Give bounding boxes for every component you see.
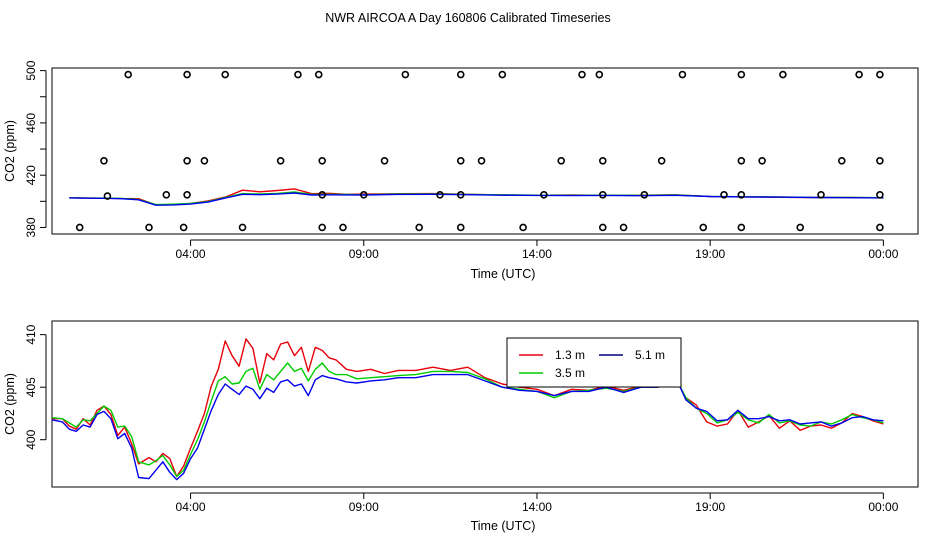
sample-point [162,190,171,199]
y-tick-label: 405 [24,377,38,397]
y-tick-label: 400 [24,429,38,449]
series-line-2 [69,192,884,206]
sample-point [796,223,805,232]
lower-panel-smoothed-levels: 04:00 09:00 14:00 19:00 00:00 Time (UTC) 400 40… [3,320,919,533]
sample-point [699,223,708,232]
x-tick-label: 19:00 [695,247,725,261]
sample-point [779,70,787,79]
sample-point [318,223,326,232]
x-tick-label: 09:00 [349,247,379,261]
x-tick-label: 09:00 [349,500,379,514]
sample-point [595,70,604,79]
sample-point [221,70,229,79]
sample-point [339,223,347,232]
x-tick-label: 14:00 [522,247,552,261]
series-line-0 [52,338,884,478]
sample-point [314,70,323,79]
y-tick-label: 500 [24,60,38,80]
x-tick-label: 00:00 [868,247,898,261]
sample-point [456,190,465,199]
sample-point [598,190,607,199]
x-tick-label: 04:00 [176,247,206,261]
sample-point [200,157,209,165]
sample-point [737,190,746,199]
y-tick-label: 460 [24,113,38,133]
y-tick-label: 410 [24,324,38,344]
sample-point [737,157,746,165]
sample-point [318,190,326,199]
sample-point [183,70,191,79]
y-axis-label: CO2 (ppm) [3,373,17,435]
x-axis-label: Time (UTC) [471,267,536,281]
sample-point [103,192,112,200]
sample-point [876,157,884,165]
sample-point [179,223,188,232]
sample-point [238,223,247,232]
sample-point [540,190,548,199]
sample-point [519,223,527,232]
legend-label: 3.5 m [555,366,585,380]
sample-point [876,223,884,232]
sample-point [436,190,444,199]
sample-point [100,157,108,165]
y-tick-label: 420 [24,165,38,185]
sample-point [498,70,507,79]
sample-point [737,70,746,79]
x-tick-label: 19:00 [695,500,725,514]
sample-point [380,157,389,165]
x-axis-label: Time (UTC) [471,519,536,533]
sample-point [477,157,486,165]
sample-point [183,157,191,165]
legend: 1.3 m 5.1 m 3.5 m [506,337,682,388]
legend-box [506,337,682,388]
sample-point [876,70,884,79]
sample-point [456,157,465,165]
sample-point [145,223,153,232]
sample-point [598,157,607,165]
sample-point [415,223,423,232]
plot-frame [51,67,919,235]
sample-point [318,157,326,165]
sample-point [401,70,410,79]
sample-point [598,223,607,232]
sample-point [817,190,825,199]
sample-point [276,157,285,165]
sample-point [837,157,846,165]
plot-frame [51,320,919,488]
legend-label: 1.3 m [555,348,585,362]
sample-point [456,223,465,232]
figure-title: NWR AIRCOA A Day 160806 Calibrated Times… [325,11,611,25]
sample-point [578,70,586,79]
sample-point [876,190,884,199]
upper-panel-all-samples: 04:00 09:00 14:00 19:00 00:00 Time (UTC) 380 42… [3,60,919,281]
sample-point [124,70,133,79]
sample-point [737,223,746,232]
sample-point [183,190,191,199]
series-line-1 [69,191,884,206]
sample-point [720,190,728,199]
series-line-2 [51,373,884,481]
sample-point [294,70,302,79]
series-line-1 [51,362,884,478]
y-tick-label: 380 [24,217,38,237]
sample-point [855,70,863,79]
x-tick-label: 14:00 [522,500,552,514]
sample-point [657,157,666,165]
sample-point [557,157,566,165]
sample-point [640,190,649,199]
x-tick-label: 04:00 [176,500,206,514]
x-tick-label: 00:00 [868,500,898,514]
sample-point [619,223,628,232]
sample-point [758,157,766,165]
legend-label: 5.1 m [635,348,665,362]
y-axis-label: CO2 (ppm) [3,120,17,182]
sample-point [456,70,465,79]
sample-point [678,70,687,79]
sample-point [359,190,368,199]
sample-point [75,223,84,232]
